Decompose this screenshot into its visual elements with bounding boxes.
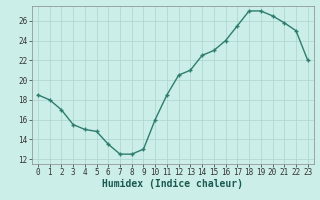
X-axis label: Humidex (Indice chaleur): Humidex (Indice chaleur) [102, 179, 243, 189]
